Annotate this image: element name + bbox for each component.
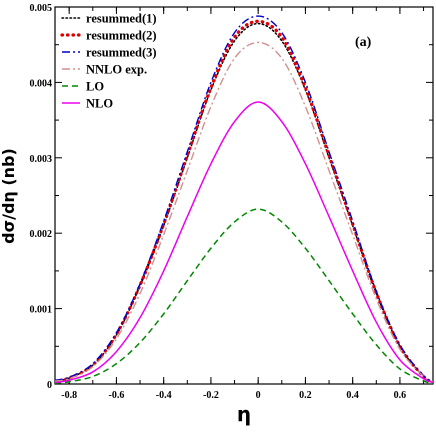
x-tick-label: -0.6	[109, 390, 125, 401]
series-line-lo	[55, 208, 433, 384]
plot-frame	[54, 6, 434, 385]
y-tick-label: 0.005	[30, 3, 53, 14]
series-line-nnlo-exp	[55, 41, 433, 383]
legend-label-nlo: NLO	[86, 97, 113, 111]
y-axis-title: dσ/dη (nb)	[0, 148, 18, 244]
y-tick-label: 0.003	[30, 154, 53, 165]
x-axis-title: η	[237, 402, 251, 426]
x-tick-label: 0.4	[346, 390, 359, 401]
legend-label-resummed-1: resummed(1)	[86, 12, 157, 26]
x-tick-label: 0.2	[299, 390, 312, 401]
x-tick-label: -0.8	[61, 390, 77, 401]
x-tick-label: -0.4	[156, 390, 172, 401]
x-tick-label: 0.6	[394, 390, 407, 401]
y-tick-label: 0.002	[30, 229, 53, 240]
x-tick-label: 0	[256, 390, 261, 401]
y-tick-label: 0	[47, 380, 52, 391]
legend-label-resummed-2: resummed(2)	[86, 29, 157, 43]
legend-label-resummed-3: resummed(3)	[86, 46, 157, 60]
axis-ticks: -0.8 -0.6 -0.4 -0.2 0 0.2 0.4 0.6 0 0.001 0.002 0.0…	[30, 3, 433, 401]
legend-label-lo: LO	[86, 80, 104, 94]
legend-label-nnlo-exp: NNLO exp.	[86, 63, 147, 77]
series-line-resummed-3	[55, 15, 433, 382]
y-tick-label: 0.004	[30, 78, 53, 89]
series-curves	[55, 15, 433, 384]
y-tick-label: 0.001	[30, 305, 53, 316]
legend: resummed(1) resummed(2) resummed(3) NNLO ex…	[60, 12, 157, 111]
x-tick-label: -0.2	[203, 390, 219, 401]
panel-label: (a)	[355, 35, 372, 50]
series-line-nlo	[55, 101, 433, 384]
